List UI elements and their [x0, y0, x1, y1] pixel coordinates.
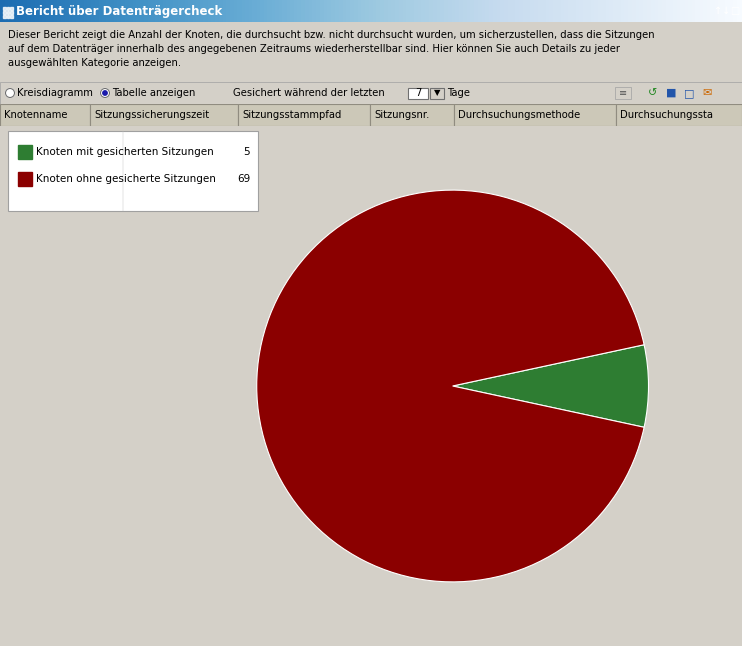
Bar [7, 7, 9, 10]
Text: 7: 7 [415, 88, 421, 98]
Bar [8, 131, 258, 211]
Text: 5: 5 [243, 147, 250, 157]
Bar [430, 87, 444, 98]
Bar [3, 15, 5, 18]
Text: ≡: ≡ [619, 88, 627, 98]
Text: Durchsuchungssta: Durchsuchungssta [620, 110, 713, 120]
Bar [238, 104, 370, 126]
Bar [0, 104, 90, 126]
Bar [10, 11, 13, 14]
Bar [454, 104, 616, 126]
Text: 69: 69 [237, 174, 250, 184]
Text: Knotenname: Knotenname [4, 110, 68, 120]
Text: Gesichert während der letzten: Gesichert während der letzten [233, 88, 385, 98]
Bar [615, 87, 631, 99]
Text: Sitzungssicherungszeit: Sitzungssicherungszeit [94, 110, 209, 120]
Text: Kreisdiagramm: Kreisdiagramm [17, 88, 93, 98]
Bar [10, 15, 13, 18]
Bar [370, 104, 454, 126]
Circle shape [100, 89, 110, 98]
Text: Knoten ohne gesicherte Sitzungen: Knoten ohne gesicherte Sitzungen [36, 174, 216, 184]
Bar [90, 104, 238, 126]
Text: ✉: ✉ [703, 88, 712, 98]
Text: Bericht über Datenträgercheck: Bericht über Datenträgercheck [16, 5, 223, 17]
Text: auf dem Datenträger innerhalb des angegebenen Zeitraums wiederherstellbar sind. : auf dem Datenträger innerhalb des angege… [8, 44, 620, 54]
Text: Tage: Tage [447, 88, 470, 98]
Text: □: □ [730, 6, 740, 16]
Bar [7, 11, 9, 14]
Text: ▼: ▼ [434, 89, 440, 98]
Bar [3, 7, 5, 10]
Bar [10, 7, 13, 10]
Circle shape [103, 91, 107, 95]
Bar [18, 145, 32, 159]
Text: ■: ■ [666, 88, 676, 98]
Bar [7, 15, 9, 18]
Text: Sitzungsstammpfad: Sitzungsstammpfad [242, 110, 341, 120]
Bar [408, 87, 428, 98]
Text: Durchsuchungsmethode: Durchsuchungsmethode [458, 110, 580, 120]
Wedge shape [453, 345, 649, 427]
Text: Sitzungsnr.: Sitzungsnr. [374, 110, 430, 120]
Text: □: □ [683, 88, 695, 98]
Circle shape [5, 89, 15, 98]
Wedge shape [257, 190, 644, 582]
Bar [3, 11, 5, 14]
Text: Tabelle anzeigen: Tabelle anzeigen [112, 88, 195, 98]
Text: ausgewählten Kategorie anzeigen.: ausgewählten Kategorie anzeigen. [8, 58, 181, 68]
Bar [616, 104, 742, 126]
Text: Knoten mit gesicherten Sitzungen: Knoten mit gesicherten Sitzungen [36, 147, 214, 157]
Text: Dieser Bericht zeigt die Anzahl der Knoten, die durchsucht bzw. nicht durchsucht: Dieser Bericht zeigt die Anzahl der Knot… [8, 30, 654, 40]
Bar [18, 172, 32, 186]
Text: ↺: ↺ [649, 88, 657, 98]
Text: ↑↓: ↑↓ [714, 6, 730, 16]
